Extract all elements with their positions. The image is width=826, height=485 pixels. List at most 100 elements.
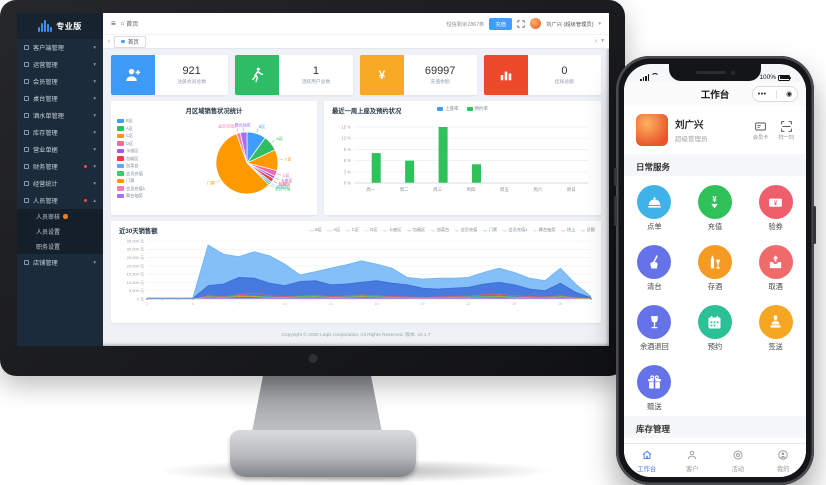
user-avatar[interactable] [530,18,542,29]
legend-item-舞台抽奖[interactable]: -○- 舞台抽奖 [532,227,556,233]
tab-scroll-right-icon[interactable]: › [594,38,598,45]
recharge-button[interactable]: 充值 [489,17,513,30]
legend-item-预约率[interactable]: 预约率 [466,106,488,112]
svg-text:周六: 周六 [533,186,542,193]
close-circle-icon[interactable]: ◉ [786,91,793,98]
chevron-down-icon[interactable]: ▾ [598,20,601,27]
area-title: 近30天销售额 [119,228,158,235]
svg-text:门票: 门票 [207,180,215,186]
user-menu[interactable]: 刘广兴 (超级管理员) [546,21,594,28]
service-充值[interactable]: ¥ 充值 [685,176,746,236]
legend-item-A区[interactable]: -○- A区 [327,227,341,233]
legend-item-线上[interactable]: -○- 线上 [560,227,576,233]
sidebar-item-营业单据[interactable]: 营业单据 ▾ [17,141,103,158]
phone: 100% 工作台 ••• ◉ 刘广兴 超级管理员 [614,56,816,485]
sidebar-item-人员管理[interactable]: 人员管理 ▴ [17,192,103,209]
svg-text:卡座区: 卡座区 [281,177,293,183]
submenu-item-人员审核[interactable]: 人员审核 [17,209,103,224]
legend-item-会员充值1[interactable]: 会员充值1 [117,186,145,192]
order-icon [637,185,672,219]
area-chart: 0 元 5,000 元 10,000 元 15,000 元 20,000 元 25,000… [127,238,592,306]
legend-item-加菜台[interactable]: -○- 加菜台 [430,227,450,233]
sidebar-item-财务管理[interactable]: 财务管理 ▾ [17,158,103,175]
avatar[interactable] [636,114,668,146]
service-签送[interactable]: 签送 [745,296,806,356]
submenu-item-职务设置[interactable]: 职务设置 [36,245,61,251]
tab-客户[interactable]: 客户 [670,444,716,477]
legend-item-D区[interactable]: -○- D区 [363,227,378,233]
notification-badge [63,214,68,219]
submenu-item-人员设置[interactable]: 人员设置 [36,230,61,236]
svg-text:28: 28 [559,302,563,306]
legend-item-B区[interactable]: B区 [117,118,145,124]
legend-item-上座率[interactable]: 上座率 [437,106,459,112]
legend-item-舞台抽奖[interactable]: 舞台抽奖 [117,193,145,199]
hamburger-icon[interactable]: ≡ [111,19,116,28]
wifi-icon [651,73,660,81]
legend-item-会员充值1[interactable]: -○- 会员充值1 [502,227,528,233]
sidebar-item-店铺管理[interactable]: 店铺管理 ▾ [17,254,103,271]
legend-item-总额[interactable]: -○- 总额 [580,227,595,233]
scan-button[interactable]: 扫一扫 [778,120,794,141]
svg-text:加菜台: 加菜台 [276,183,288,189]
status-bar: 100% [624,64,806,82]
stat-value: 921 [182,65,201,77]
tab-活动[interactable]: 活动 [715,444,761,477]
legend-item-C区[interactable]: -○- C区 [345,227,359,233]
more-icon[interactable]: ••• [757,90,767,98]
sidebar-item-酒水单管理[interactable]: 酒水单管理 ▾ [17,107,103,124]
legend-item-门票[interactable]: -○- 门票 [482,227,498,233]
sidebar-item-库存管理[interactable]: 库存管理 ▾ [17,124,103,141]
service-赠送[interactable]: 赠送 [624,356,685,416]
legend-item-A区[interactable]: A区 [117,126,145,132]
user-card: 刘广兴 超级管理员 会员卡 扫一扫 [624,106,806,154]
member-icon [24,79,29,84]
svg-text:0 %: 0 % [344,181,351,186]
miniprogram-capsule[interactable]: ••• ◉ [752,86,798,102]
legend-item-加菜台[interactable]: 加菜台 [117,163,145,169]
sidebar-item-经营统计[interactable]: 经营统计 ▾ [17,175,103,192]
tab-menu-icon[interactable]: ▾ [601,37,604,44]
service-点单[interactable]: 点单 [624,176,685,236]
service-验券[interactable]: ¥ 验券 [745,176,806,236]
svg-text:25,000 元: 25,000 元 [127,255,144,260]
legend-item-会员充值[interactable]: -○- 会员充值 [454,227,478,233]
tab-home[interactable]: 首页 [114,35,146,48]
section-title-日常服务: 日常服务 [636,162,671,172]
service-预约[interactable]: 预约 [685,296,746,356]
sidebar-item-运营管理[interactable]: 运营管理 ▾ [17,56,103,73]
main-area: ≡ ⌂ 首页 短信剩余2867条 充值 刘广兴 (超级管理员) ▾ [103,13,609,346]
legend-item-C区[interactable]: C区 [117,133,145,139]
service-清台[interactable]: 清台 [624,236,685,296]
breadcrumb[interactable]: ⌂ 首页 [120,20,139,29]
legend-item-包厢区[interactable]: -○- 包厢区 [406,227,426,233]
legend-item-卡座区[interactable]: -○- 卡座区 [382,227,402,233]
chevron-down-icon: ▾ [93,180,96,187]
legend-item-包厢区[interactable]: 包厢区 [117,156,145,162]
stats-icon [24,181,29,186]
member-card-button[interactable]: 会员卡 [753,120,768,141]
legend-item-会员充值[interactable]: 会员充值 [117,171,145,177]
service-余酒退回[interactable]: 余酒退回 [624,296,685,356]
sidebar-item-客户端管理[interactable]: 客户端管理 ▾ [17,39,103,56]
service-存酒[interactable]: 存酒 [685,236,746,296]
sidebar-item-会员管理[interactable]: 会员管理 ▾ [17,73,103,90]
legend-item-B区[interactable]: -○- B区 [308,227,323,233]
area-panel: 近30天销售额 -○- B区 -○- A区 -○- C区 -○- D区 -○- … [111,221,601,323]
legend-item-卡座区[interactable]: 卡座区 [117,148,145,154]
svg-text:5,000 元: 5,000 元 [129,288,144,293]
tab-我的[interactable]: 我的 [761,444,807,477]
stat-label: 注册会员总数 [177,80,207,85]
tab-scroll-left-icon[interactable]: ‹ [108,38,111,45]
tab-工作台[interactable]: 工作台 [624,444,670,477]
sidebar-item-桌台管理[interactable]: 桌台管理 ▾ [17,90,103,107]
legend-item-门票[interactable]: 门票 [117,178,145,184]
legend-item-D区[interactable]: D区 [117,141,145,147]
sidebar-menu: 客户端管理 ▾ 运营管理 ▾ 会员管理 ▾ 桌台管理 ▾ 酒水单管理 ▾ 库存管… [17,39,103,271]
fullscreen-icon[interactable] [517,15,525,33]
battery-percent: 100% [759,74,776,81]
service-取酒[interactable]: 取酒 [745,236,806,296]
svg-text:22: 22 [467,302,471,306]
chevron-down-icon: ▾ [93,129,96,136]
monitor-stand-base [230,430,416,477]
